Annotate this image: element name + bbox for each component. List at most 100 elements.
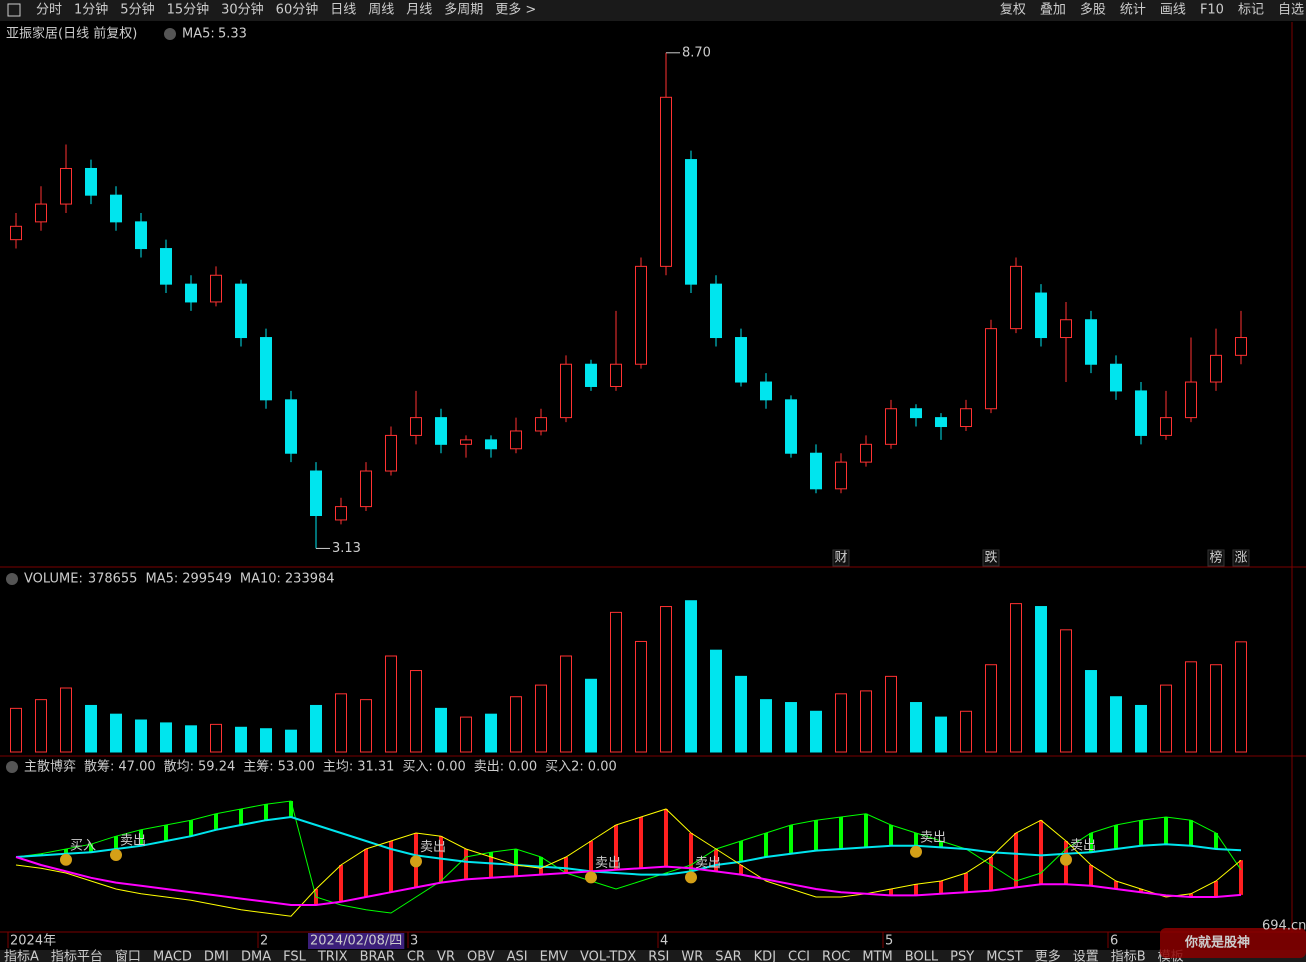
indicator-tab[interactable]: 设置 — [1073, 950, 1099, 962]
indicator-tab[interactable]: 指标A — [4, 950, 39, 962]
indicator-tab[interactable]: SAR — [715, 950, 741, 962]
indicator-tab[interactable]: VOL-TDX — [580, 950, 636, 962]
toggle-icon[interactable] — [6, 761, 18, 773]
event-badge[interactable] — [832, 549, 850, 567]
indicator-tab[interactable]: WR — [681, 950, 703, 962]
date-label: 4 — [660, 934, 668, 949]
indicator-tab[interactable]: VR — [437, 950, 455, 962]
date-label: 3 — [410, 934, 418, 949]
candle-body — [1085, 319, 1097, 365]
date-label: 6 — [1110, 934, 1118, 949]
legend-name: 卖出: — [474, 760, 504, 775]
candle-body — [35, 203, 47, 223]
indicator-tab[interactable]: PSY — [950, 950, 974, 962]
indicator-tab[interactable]: 窗口 — [115, 949, 141, 962]
toolbar-tab[interactable]: 多周期 — [444, 2, 483, 18]
indicator-tab[interactable]: ASI — [507, 950, 528, 962]
indicator-tab[interactable]: BRAR — [360, 950, 395, 962]
toolbar-tab[interactable]: 周线 — [368, 3, 394, 18]
candle-body — [760, 381, 772, 401]
tab-bar — [0, 950, 1306, 962]
toolbar — [0, 0, 1306, 21]
volume-bar — [1135, 704, 1147, 753]
indicator-tab[interactable]: DMA — [241, 950, 271, 962]
indicator-tab[interactable]: 指标B — [1111, 950, 1146, 962]
indicator-tab[interactable]: KDJ — [754, 950, 776, 962]
legend-name: MA10: — [240, 572, 281, 587]
volume-bar — [1160, 684, 1172, 753]
volume-bar — [360, 699, 372, 753]
toolbar-tab[interactable]: 15分钟 — [167, 2, 210, 18]
volume-bar — [760, 699, 772, 753]
candle-body — [360, 470, 372, 508]
event-label: 跌 — [984, 550, 997, 566]
indicator-tab[interactable]: ROC — [822, 950, 850, 962]
signal-label: 卖出 — [920, 830, 946, 845]
signal-icon — [60, 853, 72, 866]
max-label: 8.70 — [682, 45, 711, 60]
indicator-tab[interactable]: CCI — [788, 950, 810, 962]
toolbar-tab[interactable]: 5分钟 — [120, 2, 154, 18]
indicator-tab[interactable]: BOLL — [905, 950, 939, 962]
event-badge[interactable] — [982, 549, 1000, 567]
candle-body — [410, 417, 422, 436]
min-label: 3.13 — [332, 541, 361, 556]
indicator-tab[interactable]: FSL — [283, 950, 307, 962]
candle-body — [1210, 354, 1222, 383]
volume-bar — [235, 726, 247, 753]
toolbar-tab[interactable]: 60分钟 — [276, 2, 319, 18]
toolbar-button[interactable]: 统计 — [1120, 3, 1146, 18]
signal-icon — [585, 871, 597, 884]
indicator-tab[interactable]: MACD — [153, 950, 192, 962]
volume-bar — [685, 600, 697, 753]
candle-body — [785, 399, 797, 454]
indicator-tab[interactable]: MCST — [986, 950, 1023, 962]
volume-bar — [260, 728, 272, 753]
volume-bar — [110, 713, 122, 753]
volume-bar — [1185, 661, 1197, 753]
indicator-tab[interactable]: CR — [407, 950, 425, 962]
indicator-tab[interactable]: OBV — [467, 950, 495, 962]
indicator-tab[interactable]: 更多 — [1035, 949, 1061, 962]
candle-body — [10, 225, 22, 241]
toolbar-tab[interactable]: 1分钟 — [74, 2, 108, 18]
indicator-tab[interactable]: 指标平台 — [51, 950, 103, 962]
signal-icon — [1060, 853, 1072, 866]
toolbar-tab[interactable]: 月线 — [406, 3, 432, 18]
legend-value: 0.00 — [437, 760, 466, 775]
toggle-icon[interactable] — [164, 28, 176, 40]
candle-body — [335, 506, 347, 521]
toolbar-button[interactable]: F10 — [1200, 3, 1224, 18]
event-badge[interactable] — [1232, 549, 1250, 567]
volume-bar — [1085, 670, 1097, 753]
toolbar-button[interactable]: 自选 — [1278, 3, 1304, 18]
candle-body — [585, 363, 597, 387]
signal-label: 卖出 — [1070, 838, 1096, 853]
toolbar-tab[interactable]: 更多 > — [495, 2, 536, 18]
signal-label: 卖出 — [695, 856, 721, 871]
candle-body — [835, 461, 847, 490]
candle-body — [310, 470, 322, 517]
candle-body — [560, 363, 572, 419]
indicator-tab[interactable]: TRIX — [317, 950, 348, 962]
toggle-icon[interactable] — [6, 573, 18, 585]
indicator-line — [15, 815, 1242, 876]
volume-bar — [435, 707, 447, 753]
toolbar-button[interactable]: 叠加 — [1040, 3, 1066, 18]
candle-body — [1110, 363, 1122, 392]
toolbar-tab[interactable]: 30分钟 — [221, 2, 264, 18]
toolbar-tab[interactable]: 分时 — [36, 3, 62, 18]
indicator-tab[interactable]: EMV — [540, 950, 568, 962]
toolbar-button[interactable]: 复权 — [1000, 2, 1026, 18]
toolbar-button[interactable]: 标记 — [1238, 3, 1264, 18]
candle-body — [1185, 381, 1197, 419]
indicator-tab[interactable]: RSI — [648, 950, 669, 962]
indicator-tab[interactable]: MTM — [862, 950, 892, 962]
toolbar-button[interactable]: 画线 — [1160, 3, 1186, 18]
event-badge[interactable] — [1207, 549, 1225, 567]
toolbar-button[interactable]: 多股 — [1080, 2, 1106, 18]
indicator-tab[interactable]: DMI — [204, 950, 229, 962]
toolbar-tab[interactable]: 日线 — [330, 3, 356, 18]
candle-body — [735, 337, 747, 383]
candle-body — [960, 408, 972, 428]
